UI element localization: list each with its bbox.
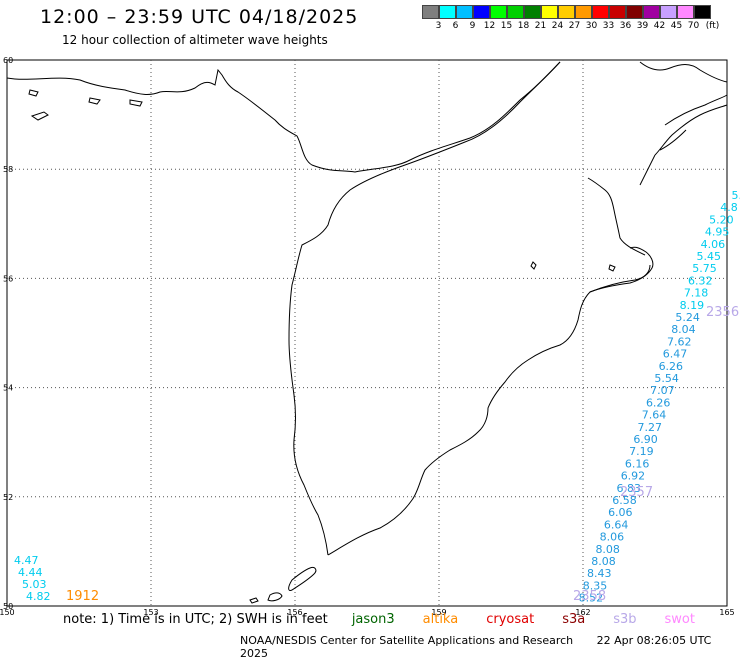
swh-value: 7.07 — [650, 384, 675, 397]
swh-value: 6.47 — [663, 348, 688, 361]
lon-label: 150 — [0, 608, 15, 617]
footer-org: NOAA/NESDIS Center for Satellite Applica… — [240, 634, 573, 647]
swh-value: 5.75 — [692, 262, 717, 275]
swh-value: 6.64 — [604, 518, 629, 531]
swh-value: 7.18 — [684, 287, 709, 300]
swh-value: 6.26 — [646, 396, 671, 409]
lat-label: 52 — [3, 493, 13, 502]
pass-label: 2357 — [620, 485, 653, 500]
swh-value: 4.06 — [701, 238, 726, 251]
swh-value: 6.16 — [625, 457, 650, 470]
note-text: note: 1) Time is in UTC; 2) SWH is in fe… — [63, 612, 328, 627]
swh-value: 7.19 — [629, 445, 654, 458]
footer: NOAA/NESDIS Center for Satellite Applica… — [240, 634, 740, 660]
swh-value: 6.90 — [633, 433, 658, 446]
satellite-legend: jason3 altika cryosat s3a s3b swot — [332, 612, 695, 627]
swh-value: 5. — [732, 189, 740, 202]
swh-value: 8.08 — [591, 555, 616, 568]
swh-value: 8.43 — [587, 567, 612, 580]
swh-value: 5.45 — [696, 250, 721, 263]
swh-value: 4.95 — [705, 226, 730, 239]
satellite-altika: altika — [423, 612, 459, 627]
swh-value: 7.27 — [638, 421, 663, 434]
swh-value: 4.8 — [720, 201, 738, 214]
swh-value: 5.54 — [654, 372, 679, 385]
swh-value: 8.08 — [595, 543, 620, 556]
lat-label: 56 — [3, 274, 13, 283]
swh-value: 4.82 — [26, 590, 51, 603]
swh-value: 6.32 — [688, 274, 713, 287]
lat-label: 58 — [3, 165, 13, 174]
swh-value: 5.20 — [709, 213, 734, 226]
satellite-swot: swot — [665, 612, 695, 627]
lat-label: 60 — [3, 56, 13, 65]
note-line: note: 1) Time is in UTC; 2) SWH is in fe… — [63, 612, 695, 627]
swh-value: 5.24 — [675, 311, 700, 324]
lon-label: 165 — [719, 608, 734, 617]
satellite-cryosat: cryosat — [486, 612, 534, 627]
swh-value: 8.19 — [680, 299, 705, 312]
pass-label: 1912 — [66, 589, 99, 604]
swh-value: 8.04 — [671, 323, 696, 336]
altimeter-track-east: 5.4.85.204.954.065.455.756.327.188.195.2… — [579, 189, 740, 605]
swh-value: 6.92 — [621, 470, 646, 483]
pass-label: 2358 — [573, 589, 606, 604]
satellite-s3a: s3a — [562, 612, 585, 627]
lat-label: 54 — [3, 384, 13, 393]
swh-value: 7.62 — [667, 335, 692, 348]
pass-label: 2356 — [706, 305, 739, 320]
swh-value: 6.26 — [659, 360, 684, 373]
satellite-s3b: s3b — [613, 612, 636, 627]
satellite-jason3: jason3 — [352, 612, 395, 627]
swh-value: 7.64 — [642, 409, 667, 422]
altimeter-track-west: 4.474.445.034.82 — [14, 554, 51, 603]
swh-value: 8.06 — [600, 531, 625, 544]
swh-value: 6.06 — [608, 506, 633, 519]
